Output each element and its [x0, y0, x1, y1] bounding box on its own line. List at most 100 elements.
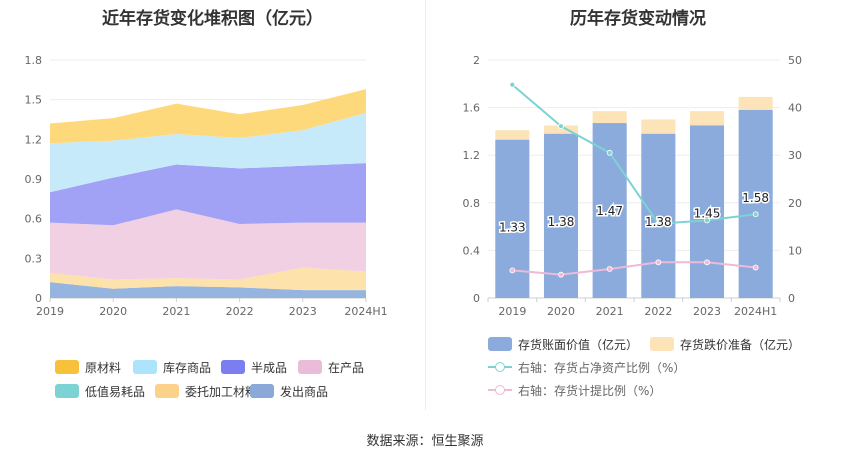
data-source-note: 数据来源：恒生聚源 [366, 434, 484, 449]
legend-item-存货跌价准备（亿元）[interactable]: 存货跌价准备（亿元） [650, 335, 800, 353]
provision-ratio-point [752, 264, 759, 271]
legend-label: 右轴：存货计提比例（%） [518, 383, 662, 398]
y-tick-label: 1.5 [25, 94, 43, 107]
reserve-bar [738, 96, 773, 110]
net-asset-ratio-point [509, 81, 516, 88]
legend-swatch [55, 360, 79, 374]
legend-swatch [155, 384, 179, 398]
legend-item-右轴：存货占净资产比例（%）[interactable]: 右轴：存货占净资产比例（%） [488, 358, 685, 376]
legend-swatch [221, 360, 245, 374]
provision-ratio-line [512, 261, 756, 276]
provision-ratio-point [509, 267, 516, 274]
area-series-发出商品 [50, 282, 366, 298]
x-tick-label: 2021 [162, 305, 190, 318]
net-asset-ratio-point [558, 123, 564, 130]
legend-swatch [488, 383, 512, 397]
provision-ratio-point [704, 259, 710, 266]
legend-item-发出商品[interactable]: 发出商品 [250, 382, 328, 400]
y-tick-label: 0.6 [25, 213, 43, 226]
provision-ratio-point [606, 266, 613, 272]
reserve-bar [641, 119, 676, 134]
legend-item-右轴：存货计提比例（%）[interactable]: 右轴：存货计提比例（%） [488, 381, 661, 399]
y2-tick-label: 0 [788, 292, 795, 305]
legend-label: 发出商品 [280, 384, 329, 399]
inventory-bar [495, 139, 530, 298]
legend-label: 委托加工材料 [185, 384, 258, 399]
y2-tick-label: 20 [788, 197, 802, 210]
bar-value-label: 1.38 [548, 215, 575, 229]
y-tick-label: 1.6 [463, 102, 481, 115]
bar-value-label: 1.33 [499, 221, 526, 235]
provision-ratio-point [558, 271, 564, 278]
legend-swatch [298, 360, 322, 374]
y2-tick-label: 40 [788, 102, 802, 115]
legend-item-存货账面价值（亿元）[interactable]: 存货账面价值（亿元） [488, 335, 638, 353]
inventory-bar-chart-panel: 历年存货变动情况 0 0.4 0.8 1.2 1.6 2 0 10 20 30 40 50 2019 20… [426, 0, 850, 410]
y-tick-label: 0 [473, 292, 480, 305]
net-asset-ratio-point [752, 211, 759, 218]
bar-value-label: 1.58 [742, 191, 769, 205]
reserve-bar [592, 111, 627, 124]
legend-label: 在产品 [328, 360, 365, 375]
x-tick-label: 2022 [226, 305, 254, 318]
x-tick-label: 2021 [596, 305, 624, 318]
legend-item-半成品[interactable]: 半成品 [221, 358, 287, 376]
x-tick-label: 2019 [498, 305, 526, 318]
y-tick-label: 0.3 [25, 252, 43, 265]
right-chart-title: 历年存货变动情况 [570, 9, 706, 29]
legend-swatch [488, 337, 512, 351]
legend-swatch [250, 384, 274, 398]
legend-item-低值易耗品[interactable]: 低值易耗品 [55, 382, 145, 400]
area-series-半成品 [50, 163, 366, 226]
legend-item-委托加工材料[interactable]: 委托加工材料 [155, 382, 257, 400]
net-asset-ratio-point [655, 220, 662, 227]
bar-value-label: 1.38 [645, 215, 672, 229]
y-tick-label: 1.8 [25, 54, 43, 67]
x-tick-label: 2023 [289, 305, 317, 318]
legend-item-原材料[interactable]: 原材料 [55, 358, 121, 376]
inventory-bar [641, 133, 676, 298]
y2-tick-label: 50 [788, 54, 802, 67]
area-series-原材料 [50, 89, 366, 144]
stacked-area-chart: 0 0.3 0.6 0.9 1.2 1.5 1.8 2019 2020 2021 2022 2023 2… [25, 54, 388, 318]
area-series-库存商品 [50, 112, 366, 193]
y2-tick-label: 10 [788, 244, 802, 257]
legend-label: 库存商品 [163, 360, 212, 375]
legend-item-库存商品[interactable]: 库存商品 [133, 358, 211, 376]
y2-tick-label: 30 [788, 149, 802, 162]
net-asset-ratio-point [606, 149, 613, 156]
y-tick-label: 0 [35, 292, 42, 305]
legend-swatch [488, 360, 512, 374]
left-chart-title: 近年存货变化堆积图（亿元） [102, 9, 323, 29]
x-tick-label: 2024H1 [344, 305, 387, 318]
y-tick-label: 0.4 [463, 244, 481, 257]
y-tick-label: 1.2 [25, 133, 43, 146]
net-asset-ratio-point [704, 217, 710, 224]
x-tick-label: 2020 [547, 305, 575, 318]
legend-label: 右轴：存货占净资产比例（%） [518, 360, 686, 375]
panel-divider [425, 0, 426, 410]
legend-label: 低值易耗品 [85, 384, 146, 399]
x-tick-label: 2024H1 [734, 305, 777, 318]
legend-swatch [133, 360, 157, 374]
legend-swatch [55, 384, 79, 398]
legend-label: 存货跌价准备（亿元） [680, 337, 801, 352]
bar-value-label: 1.45 [694, 206, 721, 220]
x-tick-label: 2019 [36, 305, 64, 318]
x-tick-label: 2022 [644, 305, 672, 318]
reserve-bar [689, 111, 725, 126]
reserve-bar [495, 130, 530, 140]
legend-label: 半成品 [251, 360, 288, 375]
x-tick-label: 2023 [693, 305, 721, 318]
legend-item-在产品[interactable]: 在产品 [298, 358, 364, 376]
provision-ratio-point [655, 259, 662, 266]
area-series-在产品 [50, 209, 366, 280]
reserve-bar [543, 125, 579, 134]
legend-label: 原材料 [85, 360, 122, 375]
bar-value-label: 1.47 [596, 204, 623, 218]
y-tick-label: 2 [473, 54, 480, 67]
inventory-bar [543, 133, 579, 298]
legend-label: 存货账面价值（亿元） [518, 337, 639, 352]
x-tick-label: 2020 [99, 305, 127, 318]
